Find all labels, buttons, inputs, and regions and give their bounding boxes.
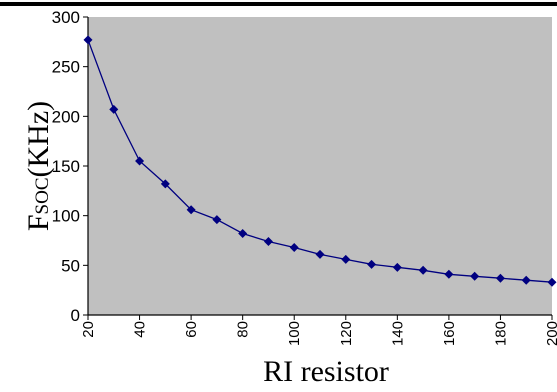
- data-point: [263, 236, 273, 246]
- x-tick-label: 140: [389, 321, 406, 346]
- x-tick-label: 180: [492, 321, 509, 346]
- x-tick-label: 40: [132, 321, 149, 338]
- data-point: [186, 205, 196, 215]
- y-axis-label-sub: SOC: [32, 177, 53, 214]
- data-point: [212, 215, 222, 225]
- data-point: [392, 262, 402, 272]
- y-tick-label: 250: [52, 58, 80, 77]
- y-tick-label: 100: [52, 207, 80, 226]
- data-point: [470, 271, 480, 281]
- data-point: [444, 269, 454, 279]
- y-axis-ticks: 0 50 100 150 200 250 300: [52, 8, 88, 325]
- data-point: [547, 277, 557, 287]
- y-tick-label: 150: [52, 157, 80, 176]
- x-tick-label: 120: [338, 321, 355, 346]
- x-tick-label: 80: [235, 321, 252, 338]
- plot-area: [88, 17, 552, 315]
- series-group: [83, 35, 557, 287]
- y-tick-label: 300: [52, 8, 80, 27]
- data-point: [495, 273, 505, 283]
- data-point: [341, 254, 351, 264]
- x-axis-label: RI resistor: [263, 355, 389, 388]
- data-point: [238, 229, 248, 239]
- y-axis-label-main: F: [22, 214, 55, 231]
- y-tick-label: 200: [52, 107, 80, 126]
- x-tick-label: 100: [286, 321, 303, 346]
- y-tick-label: 0: [71, 306, 80, 325]
- y-tick-label: 50: [61, 256, 80, 275]
- y-axis-label: FSOC(KHz): [22, 101, 55, 231]
- data-point: [109, 104, 119, 114]
- data-point: [160, 179, 170, 189]
- data-point: [521, 275, 531, 285]
- data-point: [289, 242, 299, 252]
- data-point: [367, 259, 377, 269]
- data-point: [135, 156, 145, 166]
- x-tick-label: 20: [80, 321, 97, 338]
- y-axis-label-rest: (KHz): [22, 101, 55, 178]
- x-axis-ticks: 20 40 60 80 100 120 140 160 180 200: [80, 315, 557, 346]
- data-point: [83, 35, 93, 45]
- data-point: [315, 249, 325, 259]
- x-tick-label: 60: [183, 321, 200, 338]
- x-tick-label: 200: [544, 321, 557, 346]
- data-point: [418, 265, 428, 275]
- x-tick-label: 160: [441, 321, 458, 346]
